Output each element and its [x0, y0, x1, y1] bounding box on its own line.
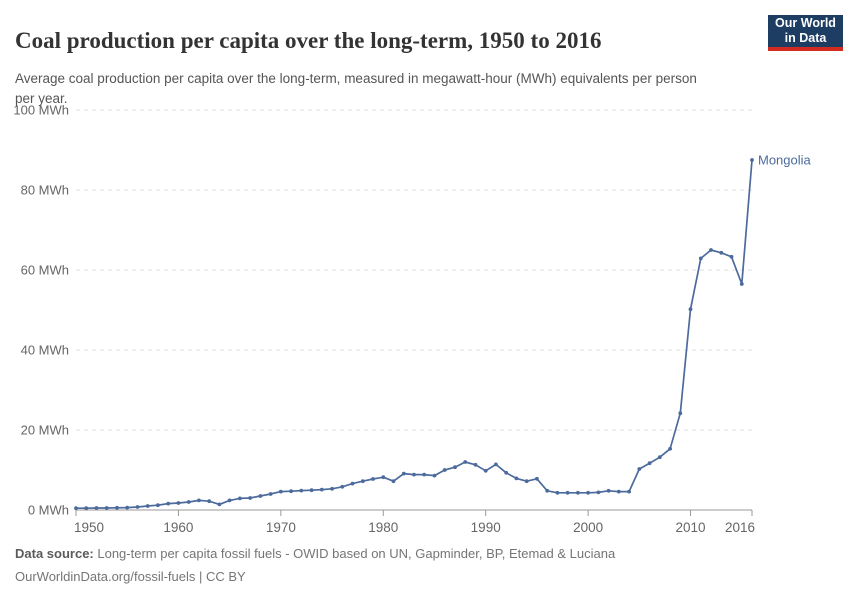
- data-point[interactable]: [514, 476, 519, 481]
- y-axis-tick-label: 20 MWh: [21, 423, 69, 438]
- data-line-mongolia[interactable]: [75, 159, 753, 510]
- chart-footer: Data source: Long-term per capita fossil…: [15, 542, 615, 588]
- data-point[interactable]: [258, 494, 263, 498]
- data-point[interactable]: [576, 490, 580, 495]
- data-point[interactable]: [555, 490, 560, 495]
- data-point[interactable]: [207, 499, 212, 504]
- y-axis-tick-label: 0 MWh: [28, 503, 69, 518]
- data-point[interactable]: [94, 506, 99, 510]
- data-point[interactable]: [504, 470, 509, 475]
- data-point[interactable]: [678, 411, 683, 416]
- data-point[interactable]: [156, 503, 160, 508]
- y-axis-tick-label: 80 MWh: [21, 183, 69, 198]
- data-point[interactable]: [197, 498, 201, 503]
- data-point[interactable]: [432, 473, 437, 478]
- x-axis-tick-label: 1980: [368, 520, 398, 535]
- data-point[interactable]: [750, 158, 754, 162]
- data-point[interactable]: [176, 501, 181, 505]
- data-point[interactable]: [535, 476, 539, 481]
- data-point[interactable]: [360, 479, 365, 484]
- data-point[interactable]: [412, 472, 416, 477]
- data-source-label: Data source:: [15, 546, 94, 561]
- y-axis-tick-label: 40 MWh: [21, 343, 69, 358]
- series-label-mongolia[interactable]: Mongolia: [758, 153, 812, 168]
- data-point[interactable]: [616, 489, 621, 494]
- data-point[interactable]: [647, 461, 652, 466]
- data-point[interactable]: [309, 488, 314, 493]
- data-point[interactable]: [688, 307, 693, 312]
- x-axis-tick-label: 1970: [266, 520, 296, 535]
- data-point[interactable]: [125, 505, 130, 510]
- owid-logo-line2: in Data: [784, 31, 827, 45]
- data-point[interactable]: [104, 506, 109, 510]
- data-point[interactable]: [381, 475, 386, 480]
- data-point[interactable]: [596, 490, 601, 495]
- data-point[interactable]: [657, 455, 662, 460]
- data-point[interactable]: [299, 488, 304, 493]
- data-point[interactable]: [391, 479, 396, 484]
- data-source-text: Long-term per capita fossil fuels - OWID…: [93, 546, 616, 561]
- data-point[interactable]: [442, 468, 447, 472]
- data-point[interactable]: [278, 489, 283, 494]
- data-point[interactable]: [545, 488, 550, 493]
- x-axis-tick-label: 1960: [163, 520, 193, 535]
- data-point[interactable]: [340, 484, 345, 489]
- data-point[interactable]: [473, 462, 478, 467]
- data-point[interactable]: [268, 492, 273, 496]
- data-point[interactable]: [627, 489, 631, 494]
- data-point[interactable]: [709, 248, 713, 252]
- data-point[interactable]: [401, 471, 406, 476]
- data-point[interactable]: [698, 256, 703, 261]
- data-point[interactable]: [668, 446, 672, 451]
- data-point[interactable]: [289, 489, 293, 494]
- data-point[interactable]: [371, 477, 375, 481]
- data-point[interactable]: [227, 498, 232, 503]
- data-point[interactable]: [166, 501, 171, 506]
- x-axis-tick-label: 1950: [74, 520, 104, 535]
- data-point[interactable]: [586, 490, 590, 495]
- y-axis-tick-label: 60 MWh: [21, 263, 69, 278]
- license-line: OurWorldinData.org/fossil-fuels | CC BY: [15, 569, 246, 584]
- data-point[interactable]: [350, 481, 355, 486]
- x-axis-tick-label: 1990: [471, 520, 501, 535]
- data-point[interactable]: [606, 488, 611, 493]
- data-point[interactable]: [463, 460, 468, 464]
- chart-title: Coal production per capita over the long…: [15, 28, 602, 54]
- data-point[interactable]: [729, 254, 734, 259]
- data-point[interactable]: [145, 504, 150, 508]
- data-point[interactable]: [238, 496, 242, 501]
- data-point[interactable]: [319, 487, 324, 492]
- data-point[interactable]: [330, 486, 334, 491]
- data-point[interactable]: [453, 465, 457, 470]
- data-point[interactable]: [422, 472, 427, 477]
- data-point[interactable]: [217, 502, 222, 507]
- data-point[interactable]: [84, 506, 89, 511]
- x-axis-tick-label: 2010: [676, 520, 706, 535]
- x-axis-tick-label: 2016: [725, 520, 755, 535]
- data-source-line: Data source: Long-term per capita fossil…: [15, 542, 615, 565]
- data-point[interactable]: [739, 282, 744, 286]
- data-point[interactable]: [74, 506, 78, 511]
- data-point[interactable]: [524, 479, 529, 484]
- data-point[interactable]: [494, 462, 498, 467]
- plot-area[interactable]: 0 MWh 20 MWh 40 MWh 60 MWh 80 MWh 100 MWh 1950…: [0, 95, 850, 550]
- x-axis-tick-label: 2000: [573, 520, 603, 535]
- data-point[interactable]: [719, 250, 724, 255]
- data-point[interactable]: [248, 496, 253, 500]
- data-point[interactable]: [637, 467, 642, 471]
- data-point[interactable]: [186, 500, 191, 504]
- y-axis-tick-label: 100 MWh: [13, 103, 69, 118]
- owid-logo: Our World in Data: [768, 15, 843, 51]
- owid-logo-line1: Our World: [775, 16, 836, 30]
- line-chart-canvas[interactable]: 0 MWh 20 MWh 40 MWh 60 MWh 80 MWh 100 MWh 1950…: [0, 95, 850, 550]
- data-point[interactable]: [115, 505, 119, 510]
- chart-subtitle: Average coal production per capita over …: [15, 70, 697, 106]
- data-point[interactable]: [135, 505, 140, 509]
- data-point[interactable]: [565, 490, 570, 495]
- data-point[interactable]: [483, 468, 488, 473]
